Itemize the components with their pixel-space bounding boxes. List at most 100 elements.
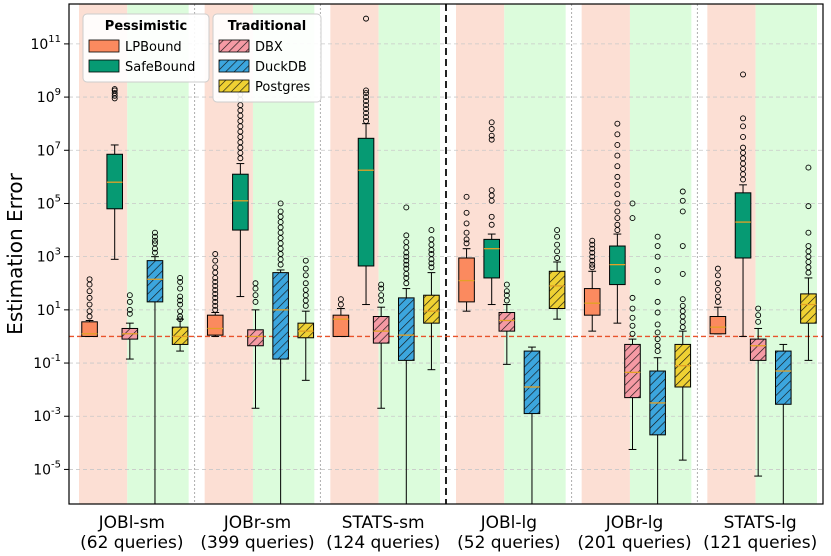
outlier-STATS-sm-DBX (378, 292, 385, 299)
outlier-JOBr-lg-SafeBound (614, 208, 621, 215)
outlier-JOBr-lg-SafeBound (614, 181, 621, 188)
bg-pessimistic-JOBl-sm (79, 4, 128, 504)
outlier-STATS-sm-LPBound (337, 296, 344, 303)
outlier-STATS-sm-SafeBound (363, 106, 369, 113)
outlier-JOBr-lg-Postgres (679, 243, 686, 249)
outlier-JOBl-sm-LPBound (86, 308, 93, 315)
outlier-JOBr-lg-SafeBound (614, 191, 621, 198)
outlier-JOBr-sm-Postgres (302, 280, 309, 287)
outlier-STATS-sm-Postgres (428, 251, 435, 257)
legend-label-Postgres: Postgres (255, 80, 311, 95)
outlier-JOBr-lg-DBX (629, 294, 636, 301)
y-axis-ticks: 10-5 10-3 10-1 101 103 105 107 109 1011 (30, 34, 69, 478)
outlier-STATS-sm-SafeBound (363, 94, 369, 101)
outlier-JOBl-lg-LPBound (463, 209, 470, 216)
outlier-JOBr-lg-LPBound (589, 264, 596, 271)
outlier-STATS-lg-DBX (755, 312, 762, 319)
x-label-JOBr-lg: JOBr-lg (605, 513, 664, 533)
legend-swatch-hatch-DBX (219, 40, 249, 52)
outlier-JOBl-lg-SafeBound (488, 119, 495, 126)
outlier-JOBl-lg-DBX (503, 288, 510, 295)
legend-label-SafeBound: SafeBound (125, 60, 195, 75)
outlier-JOBr-lg-Postgres (679, 188, 686, 195)
outlier-JOBr-lg-DuckDB (654, 267, 661, 273)
outlier-STATS-lg-DBX (755, 305, 762, 312)
outlier-JOBr-sm-LPBound (212, 282, 219, 289)
box-STATS-sm-LPBound (332, 314, 350, 337)
outlier-JOBl-lg-SafeBound (488, 136, 495, 143)
outlier-JOBr-sm-Postgres (302, 286, 309, 293)
box-hatch-JOBr-sm-DuckDB (272, 272, 289, 360)
outlier-JOBr-lg-SafeBound (614, 131, 621, 138)
outlier-JOBl-lg-SafeBound (488, 221, 495, 228)
box-hatch-STATS-lg-DuckDB (775, 351, 792, 405)
outlier-JOBl-sm-SafeBound (111, 90, 118, 97)
outlier-JOBl-lg-LPBound (463, 240, 470, 247)
box-hatch-JOBl-lg-Postgres (549, 271, 565, 309)
outlier-STATS-sm-SafeBound (363, 98, 369, 105)
box-JOBl-sm-SafeBound (106, 153, 123, 210)
outlier-JOBl-lg-DBX (503, 281, 510, 288)
outlier-JOBl-sm-Postgres (177, 285, 184, 292)
y-tick-label: 103 (37, 247, 61, 266)
y-tick-label: 101 (37, 300, 61, 319)
outlier-JOBr-lg-SafeBound (614, 221, 621, 228)
outlier-JOBr-sm-Postgres (302, 257, 309, 264)
box-hatch-JOBr-sm-DBX (247, 329, 264, 346)
outlier-STATS-sm-DBX (378, 285, 385, 292)
outlier-JOBr-lg-SafeBound (614, 152, 621, 159)
outlier-JOBr-lg-Postgres (679, 270, 686, 277)
outlier-JOBl-sm-SafeBound (111, 86, 118, 93)
outlier-JOBr-sm-LPBound (212, 298, 219, 305)
outlier-STATS-lg-Postgres (805, 243, 812, 249)
x-label-JOBl-lg: JOBl-lg (480, 513, 537, 533)
box-JOBl-lg-LPBound (458, 257, 475, 303)
outlier-JOBl-sm-DuckDB (152, 237, 158, 244)
outlier-JOBr-lg-DuckDB (654, 253, 661, 260)
outlier-STATS-lg-SafeBound (740, 123, 746, 130)
box-hatch-STATS-sm-DuckDB (398, 297, 415, 361)
x-sublabel-JOBl-sm: (62 queries) (80, 533, 183, 553)
outlier-JOBr-lg-DuckDB (654, 309, 661, 316)
box-hatch-STATS-lg-DBX (750, 339, 766, 361)
outlier-JOBr-sm-LPBound (212, 290, 219, 297)
outlier-JOBl-sm-DuckDB (152, 229, 158, 236)
box-STATS-sm-SafeBound (357, 137, 375, 267)
box-hatch-JOBr-sm-Postgres (297, 323, 314, 338)
outlier-JOBr-lg-LPBound (589, 253, 596, 260)
legend-swatch-LPBound (88, 39, 120, 53)
y-tick-label: 109 (37, 87, 61, 106)
outlier-JOBr-lg-SafeBound (614, 200, 621, 207)
outlier-JOBl-sm-LPBound (86, 301, 93, 308)
outlier-JOBl-sm-LPBound (86, 288, 93, 295)
outlier-JOBl-lg-LPBound (463, 220, 470, 227)
x-label-JOBr-sm: JOBr-sm (223, 513, 292, 533)
outlier-STATS-sm-SafeBound (363, 118, 369, 124)
legend-label-DuckDB: DuckDB (255, 60, 307, 75)
outlier-STATS-sm-DuckDB (403, 261, 410, 268)
outlier-JOBr-lg-DBX (629, 215, 636, 222)
outlier-STATS-sm-DBX (378, 281, 385, 288)
box-plots (81, 15, 817, 504)
outlier-JOBr-lg-DuckDB (654, 233, 661, 240)
bg-traditional-JOBl-sm (127, 4, 189, 504)
outlier-STATS-sm-SafeBound (363, 15, 369, 22)
outlier-JOBr-lg-DuckDB (654, 336, 661, 343)
outlier-STATS-lg-DBX (755, 318, 762, 325)
outlier-JOBr-lg-DBX (629, 200, 636, 207)
outlier-JOBr-lg-SafeBound (614, 173, 621, 180)
outlier-STATS-lg-LPBound (714, 286, 721, 293)
outlier-STATS-sm-DuckDB (403, 204, 410, 211)
outlier-STATS-sm-SafeBound (363, 90, 369, 97)
legend-label-DBX: DBX (255, 40, 283, 55)
box-hatch-STATS-lg-Postgres (800, 293, 817, 324)
outlier-STATS-sm-DuckDB (403, 274, 410, 281)
outlier-JOBr-lg-DBX (629, 314, 636, 321)
outlier-STATS-sm-DuckDB (403, 265, 410, 272)
outlier-STATS-sm-Postgres (428, 260, 435, 267)
box-JOBr-lg-LPBound (583, 288, 601, 316)
outlier-JOBr-lg-SafeBound (614, 120, 621, 127)
y-tick-label: 1011 (30, 34, 61, 53)
box-hatch-JOBl-lg-DuckDB (524, 351, 540, 414)
outlier-JOBr-lg-LPBound (589, 249, 596, 256)
